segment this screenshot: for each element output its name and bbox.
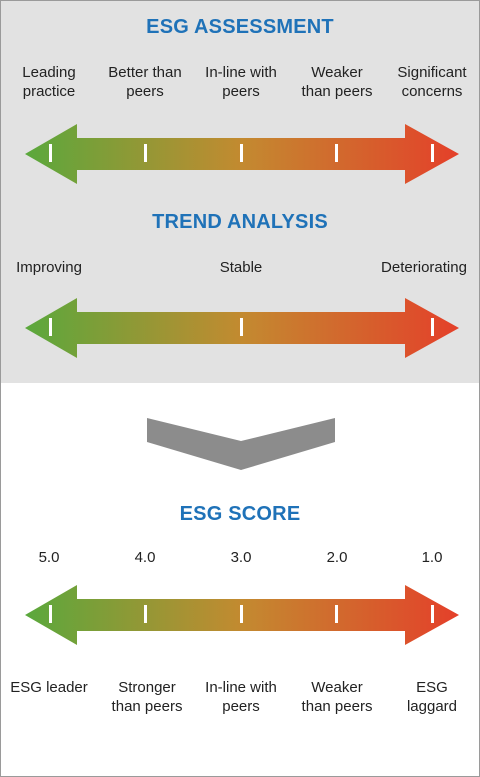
assessment-label-weaker: Weaker than peers (301, 64, 373, 100)
score-tick-1 (49, 605, 52, 623)
score-value-2: 2.0 (326, 549, 348, 566)
trend-tick-3 (431, 318, 434, 336)
trend-label-deteriorating: Deteriorating (381, 259, 467, 276)
esg-score-title: ESG SCORE (179, 503, 301, 525)
assessment-label-better: Better than peers (108, 64, 182, 100)
score-label-laggard: ESG laggard (406, 679, 458, 715)
score-label-stronger: Stronger than peers (111, 679, 183, 715)
assessment-tick-2 (144, 144, 147, 162)
assessment-arrow (25, 124, 459, 184)
trend-tick-1 (49, 318, 52, 336)
assessment-tick-3 (240, 144, 243, 162)
score-tick-3 (240, 605, 243, 623)
assessment-tick-5 (431, 144, 434, 162)
assessment-tick-4 (335, 144, 338, 162)
score-tick-4 (335, 605, 338, 623)
down-chevron-icon (147, 418, 335, 470)
assessment-label-inline: In-line with peers (205, 64, 277, 100)
score-tick-2 (144, 605, 147, 623)
esg-assessment-title: ESG ASSESSMENT (146, 16, 334, 38)
trend-label-improving: Improving (16, 259, 82, 276)
assessment-tick-1 (49, 144, 52, 162)
score-label-leader: ESG leader (10, 679, 88, 696)
trend-analysis-title: TREND ANALYSIS (152, 211, 328, 233)
score-value-5: 5.0 (38, 549, 60, 566)
score-arrow (25, 585, 459, 645)
score-value-4: 4.0 (134, 549, 156, 566)
score-value-3: 3.0 (230, 549, 252, 566)
score-value-1: 1.0 (421, 549, 443, 566)
trend-label-stable: Stable (219, 259, 263, 276)
score-tick-5 (431, 605, 434, 623)
score-label-weaker: Weaker than peers (301, 679, 373, 715)
assessment-label-significant: Significant concerns (397, 64, 467, 100)
assessment-label-leading: Leading practice (22, 64, 76, 100)
trend-arrow (25, 298, 459, 358)
trend-tick-2 (240, 318, 243, 336)
score-label-inline: In-line with peers (205, 679, 277, 715)
